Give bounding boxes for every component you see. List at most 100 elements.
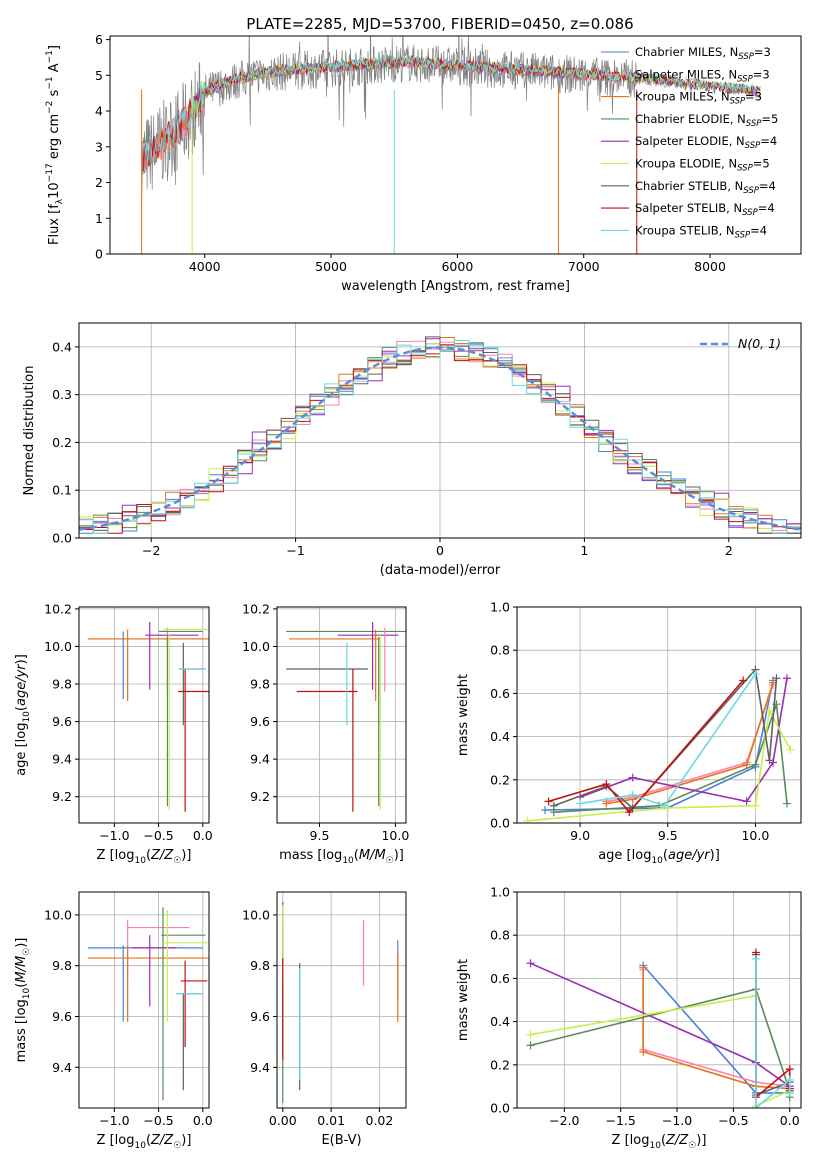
mass_vs_ebv-frame [276, 891, 407, 1109]
mass_vs_ebv-xlabel: E(B-V) [321, 1133, 361, 1148]
legend-label-kroupa_miles-part: SSP [730, 97, 746, 107]
residuals-xtick-label: 0 [436, 543, 444, 558]
age_vs_mass-ytick-label: 9.6 [250, 714, 270, 729]
mass_vs_Z-xlabel-part: )] [181, 1133, 191, 1148]
spectrum-xtick-label: 6000 [441, 259, 473, 274]
massweight_vs_age-marker-kroupa_elodie [751, 801, 760, 810]
massweight_vs_Z-marker-kroupa_stelib [785, 1088, 794, 1097]
massweight_vs_Z-marker-kroupa_stelib [751, 954, 760, 963]
mass_vs_Z-xtick-label: 0.0 [193, 1113, 213, 1128]
age_vs_mass-xlabel-part: ( [354, 848, 359, 863]
massweight_vs_age-xlabel-part: 10 [651, 856, 663, 866]
age_vs_Z-ytick-label: 10.2 [44, 601, 72, 616]
mass_vs_Z-xtick-label: −0.5 [143, 1113, 173, 1128]
massweight_vs_Z-marker-kroupa_stelib [785, 1075, 794, 1084]
residuals-xtick-label: −2 [142, 543, 160, 558]
age_vs_mass-xlabel-part: mass [log [279, 848, 342, 863]
massweight_vs_age-marker-kroupa_miles [602, 799, 611, 808]
massweight_vs_Z-line-kroupa_elodie [530, 994, 791, 1108]
legend-label-salpeter_stelib-part: SSP [742, 208, 758, 218]
age_vs_Z-ylabel-part: 10 [22, 711, 32, 723]
massweight_vs_age-axes: 9.0 9.5 10.0 0.0 0.2 0.4 0.6 0.8 1.0 age [log10(a… [456, 600, 802, 866]
mass_vs_Z-ylabel-part: )] [14, 938, 29, 948]
massweight_vs_age-ylabel-part: mass weight [456, 674, 471, 756]
massweight_vs_age-line-salpeter_elodie [579, 678, 788, 803]
legend-label-chabrier_miles-part: =3 [754, 45, 771, 59]
age_vs_Z-axes: −1.0 −0.5 0.09.29.49.69.810.010.2Z [log10(… [14, 601, 213, 866]
mass_vs_ebv-xtick-label: 0.02 [366, 1113, 394, 1128]
legend-label-kroupa_stelib-part: SSP [735, 230, 751, 240]
mass_vs_Z-xlabel-part: ☉ [173, 1141, 181, 1151]
mass_vs_Z-xlabel: Z [log10(Z/Z☉)] [97, 1133, 192, 1151]
legend-label-chabrier_elodie: Chabrier ELODIE, NSSP=5 [635, 112, 778, 129]
massweight_vs_age-xlabel-part: )] [710, 848, 720, 863]
massweight_vs_Z-line-kroupa_miles [642, 967, 790, 1090]
mass_vs_Z-ytick-label: 10.0 [44, 907, 72, 922]
massweight_vs_age-frame [516, 606, 802, 824]
residuals-xlabel-part: (data-model)/error [380, 563, 501, 578]
legend-label-salpeter_elodie-part: SSP [745, 141, 761, 151]
legend-label-salpeter_elodie: Salpeter ELODIE, NSSP=4 [635, 134, 777, 151]
mass_vs_Z-frame [78, 891, 210, 1109]
massweight_vs_age-xtick-label: 9.0 [570, 828, 590, 843]
spectrum-xtick-label: 4000 [189, 259, 221, 274]
massweight_vs_age-xlabel: age [log10(age/yr)] [598, 848, 720, 866]
massweight_vs_Z-xlabel-part: ☉ [688, 1141, 696, 1151]
massweight_vs_age-ytick-label: 0.2 [490, 772, 510, 787]
residuals-ylabel-part: Normed distribution [22, 366, 37, 496]
massweight_vs_Z-frame [516, 891, 802, 1109]
spectrum-ytick-label: 2 [95, 175, 103, 190]
massweight_vs_age-ylabel: mass weight [456, 674, 471, 756]
massweight_vs_Z-marker-chabrier_elodie [526, 1041, 535, 1050]
spectrum-ylabel-part: −2 [45, 101, 55, 114]
spectrum-ytick-label: 1 [95, 211, 103, 226]
mass_vs_ebv-ytick-label: 10.0 [242, 907, 270, 922]
spectrum-ylabel-part: s [47, 89, 62, 100]
residuals-ytick-label: 0.0 [52, 531, 72, 546]
mass_vs_Z-xlabel-part: Z/Z [150, 1133, 174, 1148]
spectrum-ylabel-part: −1 [45, 76, 55, 89]
plots-group: 4000 5000 6000 7000 8000 0 1 2 3 4 5 6 wavelength [A… [14, 32, 802, 1151]
massweight_vs_age-marker-salpeter_stelib [739, 676, 748, 685]
mass_vs_Z-ylabel-part: 10 [22, 987, 32, 999]
massweight_vs_age-ytick-label: 0.6 [490, 686, 510, 701]
residuals-xtick-label: 2 [725, 543, 733, 558]
residuals-ytick-label: 0.1 [52, 483, 72, 498]
age_vs_mass-xlabel-part: ☉ [386, 856, 394, 866]
massweight_vs_age-ytick-label: 0.8 [490, 643, 510, 658]
normal-distribution-curve [79, 346, 801, 531]
massweight_vs_age-marker-kroupa_elodie [786, 745, 795, 754]
massweight_vs_age-marker-kroupa_stelib [628, 790, 637, 799]
massweight_vs_Z-ytick-label: 1.0 [490, 885, 510, 900]
massweight_vs_age-xlabel-part: age [log [598, 848, 651, 863]
legend-label-salpeter_miles-part: SSP [737, 74, 753, 84]
mass_vs_Z-ylabel-part: ( [14, 983, 29, 988]
spectrum-ylabel: Flux [fλ10−17 erg cm−2 s−1 A−1] [45, 45, 65, 245]
massweight_vs_Z-xlabel-part: Z [log [612, 1133, 650, 1148]
spectrum-ytick-label: 6 [95, 32, 103, 47]
massweight_vs_Z-ytick-label: 0.0 [490, 1101, 510, 1116]
spectrum-plot-area [141, 36, 761, 254]
residuals-plot-area [79, 336, 801, 534]
mass_vs_Z-plot-area [87, 907, 209, 1101]
legend-label-salpeter_elodie-part: Salpeter ELODIE, N [635, 134, 745, 148]
age_vs_Z-ylabel-part: ( [14, 706, 29, 711]
mass_vs_ebv-xtick-label: 0.00 [269, 1113, 297, 1128]
massweight_vs_Z-xlabel: Z [log10(Z/Z☉)] [612, 1133, 707, 1151]
mass_vs_ebv-ytick-label: 9.6 [250, 1009, 270, 1024]
spectrum-frame [109, 35, 802, 255]
residuals-ytick-label: 0.4 [52, 339, 72, 354]
age_vs_mass-frame [276, 606, 407, 824]
legend-label-salpeter_miles-part: Salpeter MILES, N [635, 67, 737, 81]
massweight_vs_Z-marker-salpeter_stelib [785, 1065, 794, 1074]
spectrum-ytick-label: 5 [95, 68, 103, 83]
massweight_vs_Z-marker-kroupa_stelib [751, 1104, 760, 1108]
age_vs_mass-axes: 9.5 10.0 9.2 9.4 9.6 9.8 10.0 10.2 mass [log10(M… [242, 601, 409, 866]
massweight_vs_Z-axes: −2.0 −1.5 −1.0 −0.5 0.0 0.0 0.2 0.4 0.6 0.8 1.0 Z [… [456, 885, 802, 1151]
age_vs_Z-ytick-label: 9.2 [52, 789, 72, 804]
legend-label-kroupa_stelib-part: Kroupa STELIB, N [635, 223, 735, 237]
legend-label-salpeter_miles-part: =3 [753, 67, 770, 81]
massweight_vs_age-marker-chabrier_stelib [772, 674, 781, 683]
massweight_vs_age-line-salpeter_stelib [548, 679, 744, 814]
